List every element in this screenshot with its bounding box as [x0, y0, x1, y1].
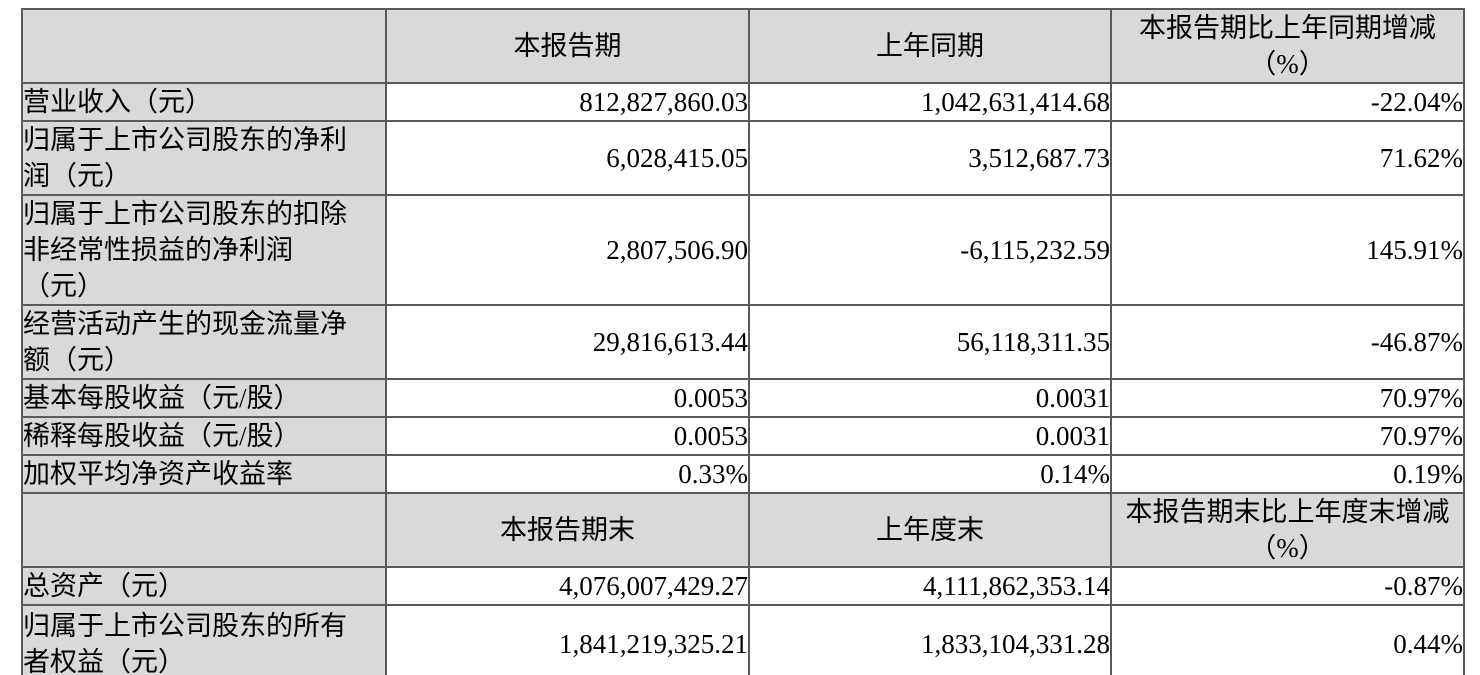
cell-change: 0.44%	[1110, 604, 1465, 675]
cell-current: 2,807,506.90	[385, 194, 750, 306]
row-label: 归属于上市公司股东的扣除 非经常性损益的净利润 （元）	[21, 194, 387, 306]
cell-current: 0.33%	[385, 454, 750, 494]
cell-current: 0.0053	[385, 378, 750, 418]
table-row-operating-cash-flow: 经营活动产生的现金流量净 额（元） 29,816,613.44 56,118,3…	[21, 304, 1465, 380]
table-row-net-profit: 归属于上市公司股东的净利 润（元） 6,028,415.05 3,512,687…	[21, 120, 1465, 196]
row-label: 归属于上市公司股东的所有 者权益（元）	[21, 604, 387, 675]
table-row-weighted-avg-roe: 加权平均净资产收益率 0.33% 0.14% 0.19%	[21, 454, 1465, 494]
cell-change: 145.91%	[1110, 194, 1465, 306]
row-label: 基本每股收益（元/股）	[21, 378, 387, 418]
header-prior-period: 上年同期	[748, 8, 1112, 84]
cell-prior: 1,833,104,331.28	[748, 604, 1112, 675]
cell-prior: 4,111,862,353.14	[748, 566, 1112, 606]
cell-current: 29,816,613.44	[385, 304, 750, 380]
cell-change: 70.97%	[1110, 378, 1465, 418]
row-label: 营业收入（元）	[21, 82, 387, 122]
cell-prior: 0.0031	[748, 378, 1112, 418]
table-row-total-assets: 总资产（元） 4,076,007,429.27 4,111,862,353.14…	[21, 566, 1465, 606]
cell-prior: 0.0031	[748, 416, 1112, 456]
header-period-change: 本报告期比上年同期增减 （%）	[1110, 8, 1465, 84]
table-row-revenue: 营业收入（元） 812,827,860.03 1,042,631,414.68 …	[21, 82, 1465, 122]
period-header-row: 本报告期 上年同期 本报告期比上年同期增减 （%）	[21, 8, 1465, 84]
table-row-diluted-eps: 稀释每股收益（元/股） 0.0053 0.0031 70.97%	[21, 416, 1465, 456]
cell-current: 1,841,219,325.21	[385, 604, 750, 675]
header-blank	[21, 8, 387, 84]
table-row-net-profit-excl-nonrecurring: 归属于上市公司股东的扣除 非经常性损益的净利润 （元） 2,807,506.90…	[21, 194, 1465, 306]
cell-change: 71.62%	[1110, 120, 1465, 196]
header-period-end-change: 本报告期末比上年度末增减 （%）	[1110, 492, 1465, 568]
cell-change: 0.19%	[1110, 454, 1465, 494]
header-blank	[21, 492, 387, 568]
header-prior-year-end: 上年度末	[748, 492, 1112, 568]
cell-prior: -6,115,232.59	[748, 194, 1112, 306]
cell-change: -0.87%	[1110, 566, 1465, 606]
cell-current: 6,028,415.05	[385, 120, 750, 196]
cell-current: 812,827,860.03	[385, 82, 750, 122]
row-label: 加权平均净资产收益率	[21, 454, 387, 494]
cell-prior: 3,512,687.73	[748, 120, 1112, 196]
header-current-period-end: 本报告期末	[385, 492, 750, 568]
row-label: 经营活动产生的现金流量净 额（元）	[21, 304, 387, 380]
period-end-header-row: 本报告期末 上年度末 本报告期末比上年度末增减 （%）	[21, 492, 1465, 568]
cell-prior: 0.14%	[748, 454, 1112, 494]
row-label: 稀释每股收益（元/股）	[21, 416, 387, 456]
cell-change: -46.87%	[1110, 304, 1465, 380]
row-label: 归属于上市公司股东的净利 润（元）	[21, 120, 387, 196]
table-row-basic-eps: 基本每股收益（元/股） 0.0053 0.0031 70.97%	[21, 378, 1465, 418]
cell-prior: 1,042,631,414.68	[748, 82, 1112, 122]
table-row-shareholders-equity: 归属于上市公司股东的所有 者权益（元） 1,841,219,325.21 1,8…	[21, 604, 1465, 675]
key-financials-table: 本报告期 上年同期 本报告期比上年同期增减 （%） 营业收入（元） 812,82…	[21, 8, 1465, 675]
cell-change: -22.04%	[1110, 82, 1465, 122]
cell-current: 0.0053	[385, 416, 750, 456]
header-current-period: 本报告期	[385, 8, 750, 84]
cell-change: 70.97%	[1110, 416, 1465, 456]
cell-prior: 56,118,311.35	[748, 304, 1112, 380]
row-label: 总资产（元）	[21, 566, 387, 606]
cell-current: 4,076,007,429.27	[385, 566, 750, 606]
